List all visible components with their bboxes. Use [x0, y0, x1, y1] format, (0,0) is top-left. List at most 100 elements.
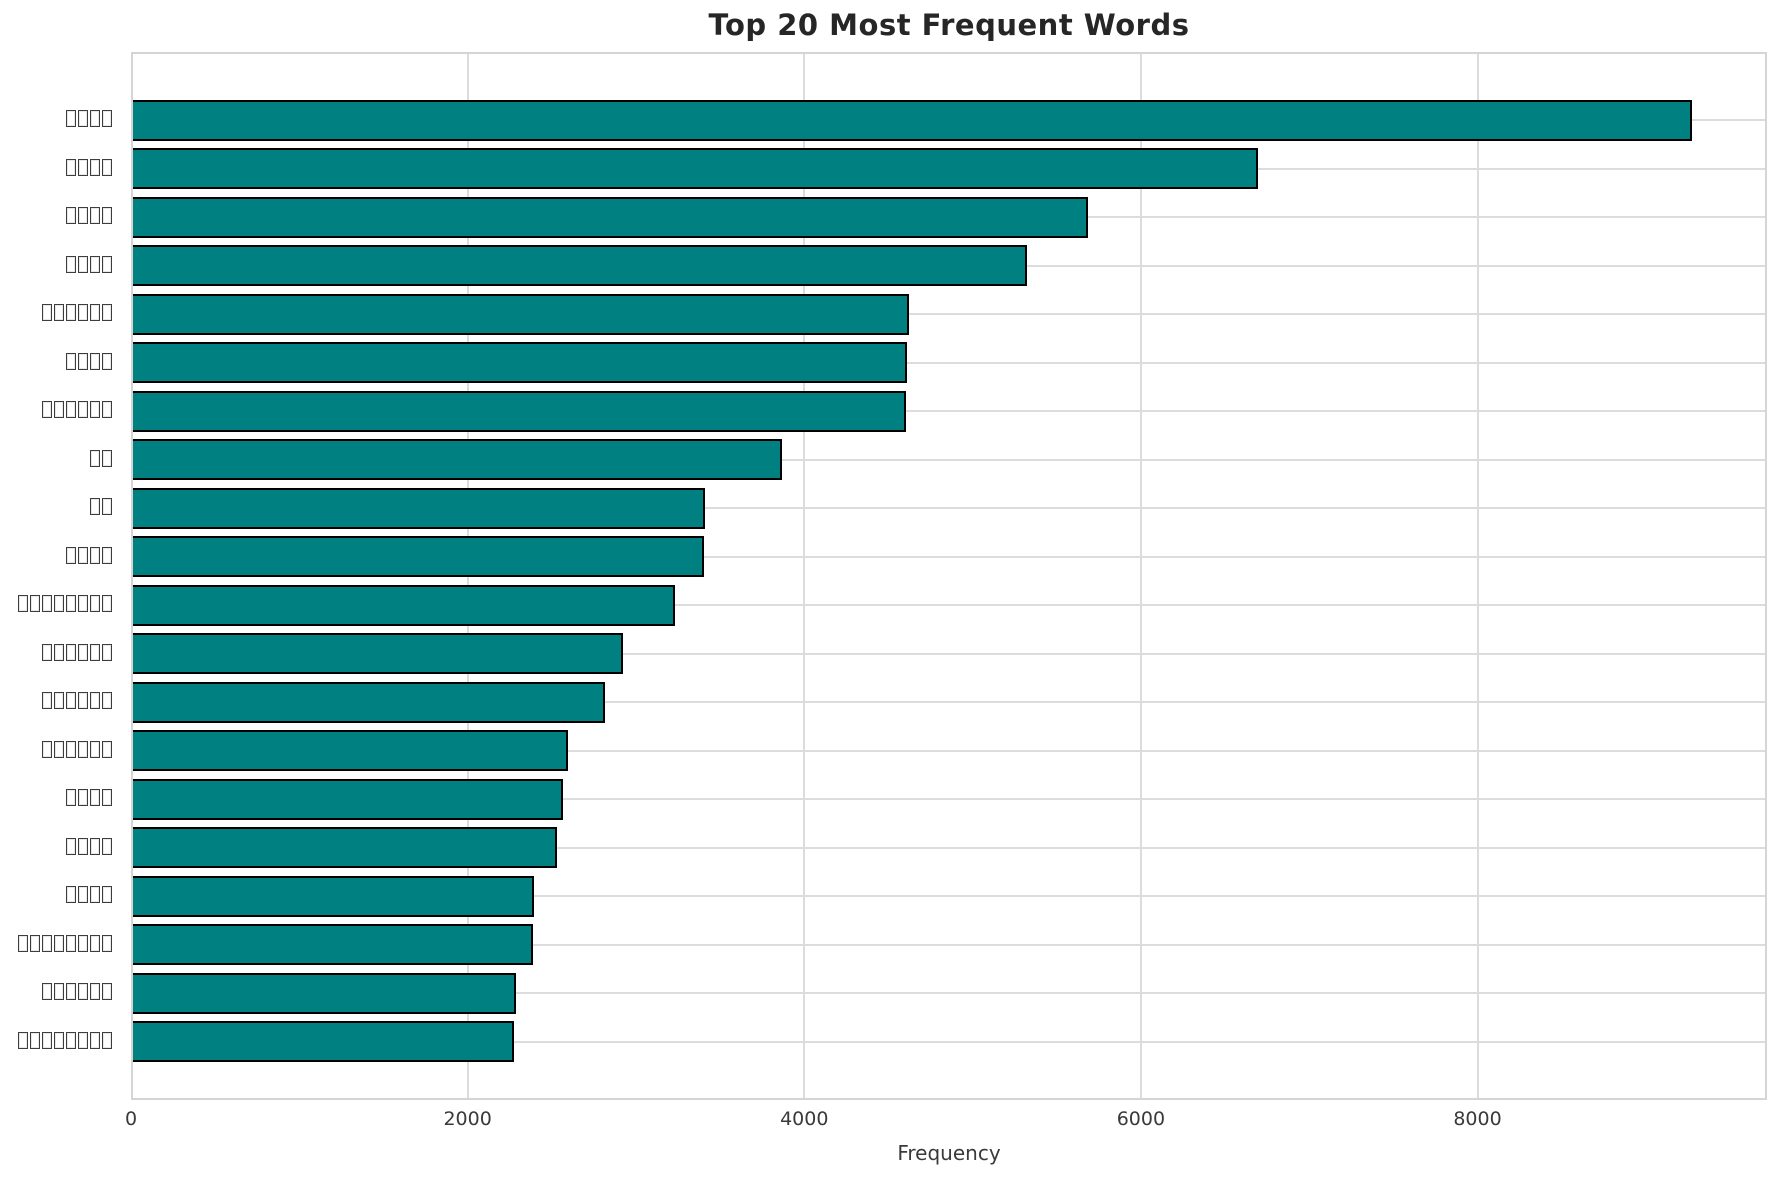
missing-glyph-box	[102, 643, 112, 661]
y-tick-label	[0, 692, 112, 712]
missing-glyph-box	[90, 789, 100, 806]
y-tick-label	[0, 595, 112, 615]
missing-glyph-box	[42, 401, 52, 418]
x-axis-label: Frequency	[897, 1141, 1001, 1165]
bar	[131, 536, 705, 577]
horizontal-gridline	[131, 458, 1767, 461]
bar	[131, 487, 705, 529]
missing-glyph-box	[102, 934, 112, 952]
missing-glyph-box	[102, 740, 112, 758]
missing-glyph-box	[78, 304, 88, 321]
missing-glyph-box	[42, 692, 52, 709]
horizontal-gridline	[131, 410, 1767, 412]
bar	[131, 390, 907, 432]
missing-glyph-box	[90, 304, 100, 321]
missing-glyph-box	[66, 110, 76, 127]
missing-glyph-box	[90, 207, 100, 224]
missing-glyph-box	[42, 643, 52, 661]
missing-glyph-box	[66, 740, 76, 758]
missing-glyph-box	[18, 595, 28, 612]
missing-glyph-box	[42, 1031, 52, 1049]
missing-glyph-box	[102, 546, 112, 564]
missing-glyph-box	[102, 255, 112, 273]
missing-glyph-box	[42, 304, 52, 321]
missing-glyph-box	[102, 498, 112, 515]
horizontal-gridline	[131, 507, 1767, 509]
y-tick-label	[0, 983, 112, 1003]
horizontal-gridline	[131, 652, 1767, 655]
horizontal-gridline	[131, 992, 1767, 994]
bar	[131, 196, 1088, 238]
missing-glyph-box	[78, 207, 88, 224]
missing-glyph-box	[54, 983, 64, 1000]
missing-glyph-box	[66, 692, 76, 709]
y-tick-label	[0, 449, 112, 470]
missing-glyph-box	[54, 1031, 64, 1049]
bar	[131, 245, 1028, 286]
missing-glyph-box	[30, 595, 40, 612]
horizontal-gridline	[131, 1040, 1767, 1043]
missing-glyph-box	[78, 692, 88, 709]
missing-glyph-box	[90, 401, 100, 418]
plot-frame	[131, 52, 1767, 1100]
horizontal-gridline	[131, 361, 1767, 364]
y-tick-label	[0, 1031, 112, 1052]
missing-glyph-box	[54, 595, 64, 612]
missing-glyph-box	[66, 401, 76, 418]
missing-glyph-box	[78, 837, 88, 855]
missing-glyph-box	[66, 352, 76, 370]
y-tick-label	[0, 304, 112, 324]
vertical-gridline	[1476, 52, 1479, 1100]
missing-glyph-box	[78, 643, 88, 661]
missing-glyph-box	[102, 837, 112, 855]
missing-glyph-box	[90, 740, 100, 758]
missing-glyph-box	[102, 304, 112, 321]
missing-glyph-box	[102, 595, 112, 612]
vertical-gridline	[1139, 52, 1142, 1100]
chart-title: Top 20 Most Frequent Words	[708, 8, 1190, 42]
y-tick-label	[0, 789, 112, 809]
y-tick-label	[0, 740, 112, 761]
missing-glyph-box	[66, 546, 76, 564]
missing-glyph-box	[90, 158, 100, 176]
y-tick-label	[0, 837, 112, 858]
y-tick-label	[0, 886, 112, 906]
bar	[131, 148, 1258, 189]
horizontal-gridline	[131, 895, 1767, 897]
missing-glyph-box	[42, 934, 52, 952]
missing-glyph-box	[102, 401, 112, 418]
y-tick-label	[0, 255, 112, 276]
missing-glyph-box	[102, 158, 112, 176]
missing-glyph-box	[66, 595, 76, 612]
missing-glyph-box	[54, 740, 64, 758]
missing-glyph-box	[90, 498, 100, 515]
missing-glyph-box	[90, 643, 100, 661]
missing-glyph-box	[78, 546, 88, 564]
missing-glyph-box	[66, 983, 76, 1000]
missing-glyph-box	[102, 886, 112, 903]
x-tick-label: 0	[124, 1108, 138, 1130]
vertical-gridline	[803, 52, 806, 1100]
missing-glyph-box	[66, 255, 76, 273]
missing-glyph-box	[78, 255, 88, 273]
missing-glyph-box	[42, 740, 52, 758]
bar	[131, 1021, 514, 1062]
missing-glyph-box	[90, 546, 100, 564]
bar	[131, 730, 568, 771]
missing-glyph-box	[102, 352, 112, 370]
missing-glyph-box	[78, 595, 88, 612]
y-tick-label	[0, 498, 112, 518]
missing-glyph-box	[78, 401, 88, 418]
bar	[131, 827, 557, 868]
missing-glyph-box	[54, 934, 64, 952]
y-tick-label	[0, 546, 112, 567]
missing-glyph-box	[102, 110, 112, 127]
bar	[131, 584, 675, 626]
horizontal-gridline	[131, 943, 1767, 946]
missing-glyph-box	[66, 158, 76, 176]
horizontal-gridline	[131, 749, 1767, 752]
horizontal-gridline	[131, 701, 1767, 703]
missing-glyph-box	[66, 643, 76, 661]
missing-glyph-box	[78, 158, 88, 176]
y-tick-label	[0, 158, 112, 179]
